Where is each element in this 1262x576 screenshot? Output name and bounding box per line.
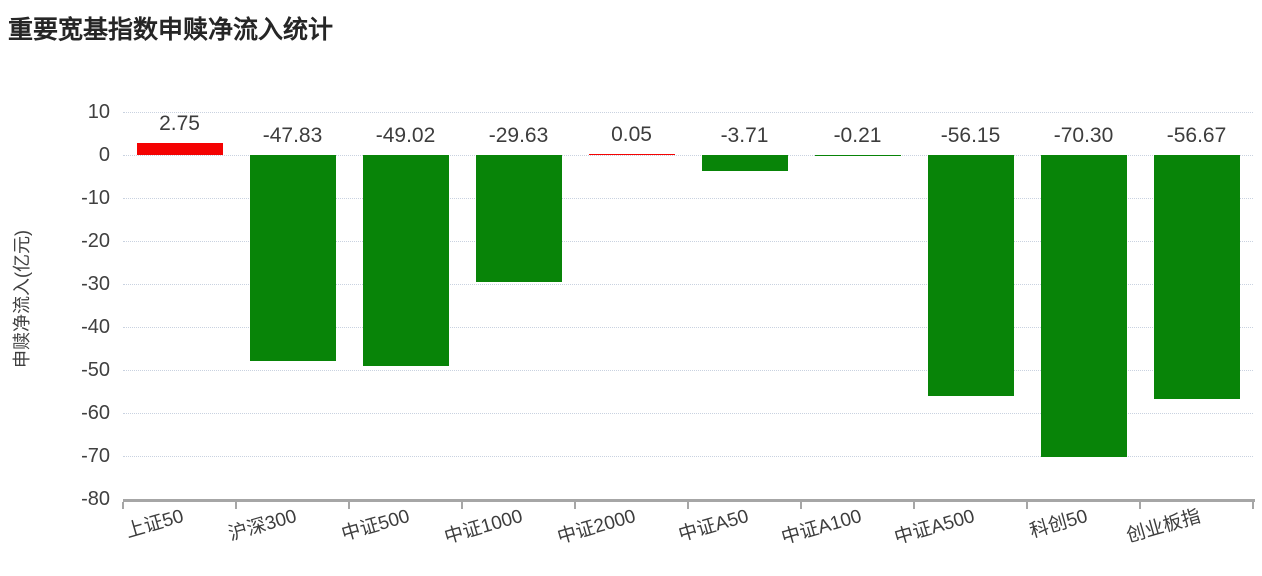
x-axis-tick — [574, 502, 576, 509]
gridline — [123, 155, 1253, 156]
y-tick-label: -20 — [81, 230, 110, 252]
y-tick-label: 10 — [87, 101, 110, 123]
bar-value-label: -47.83 — [262, 124, 323, 147]
y-tick-label: -50 — [81, 359, 110, 381]
x-axis-tick — [800, 502, 802, 509]
bar-value-label: -3.71 — [720, 124, 769, 147]
gridline — [123, 413, 1253, 414]
bar — [701, 155, 788, 171]
bar-value-label: 2.75 — [159, 112, 200, 136]
x-axis-tick — [687, 502, 689, 509]
bar — [1040, 155, 1127, 458]
x-axis-tick — [913, 502, 915, 509]
bar — [136, 143, 223, 155]
x-axis-tick — [1252, 502, 1254, 509]
y-tick-label: -80 — [81, 488, 110, 510]
gridline — [123, 327, 1253, 328]
x-axis-tick — [461, 502, 463, 509]
y-tick-label: -30 — [81, 273, 110, 295]
chart-title: 重要宽基指数申赎净流入统计 — [8, 16, 334, 44]
y-tick-label: -10 — [81, 187, 110, 209]
bar-value-label: -56.15 — [940, 124, 1001, 147]
gridline — [123, 284, 1253, 285]
gridline — [123, 456, 1253, 457]
bar — [475, 155, 562, 283]
x-axis-tick — [122, 502, 124, 509]
bar-value-label: -49.02 — [375, 124, 436, 147]
bar-value-label: 0.05 — [611, 123, 652, 146]
bar — [362, 155, 449, 366]
bar-value-label: -70.30 — [1053, 124, 1114, 147]
bar — [1153, 155, 1240, 399]
x-axis-tick — [1026, 502, 1028, 509]
x-axis-tick — [348, 502, 350, 509]
bar-value-label: -0.21 — [833, 124, 882, 147]
y-tick-label: -70 — [81, 445, 110, 467]
y-tick-label: -40 — [81, 316, 110, 338]
y-tick-label: -60 — [81, 402, 110, 424]
x-axis-line — [123, 499, 1255, 502]
gridline — [123, 112, 1253, 113]
gridline — [123, 241, 1253, 242]
gridline — [123, 198, 1253, 199]
y-tick-label: 0 — [98, 144, 110, 166]
x-axis-tick — [1139, 502, 1141, 509]
bar — [814, 155, 901, 156]
bar — [249, 155, 336, 361]
bar — [927, 155, 1014, 397]
gridline — [123, 370, 1253, 371]
bar-value-label: -56.67 — [1166, 124, 1227, 147]
bar-value-label: -29.63 — [488, 124, 549, 147]
x-axis-tick — [235, 502, 237, 509]
bar-chart-plot-area: 2.75 -47.83 -49.02 -29.63 0.05 -3.71 -0.21 -56.… — [122, 112, 1255, 549]
bar — [588, 154, 675, 155]
